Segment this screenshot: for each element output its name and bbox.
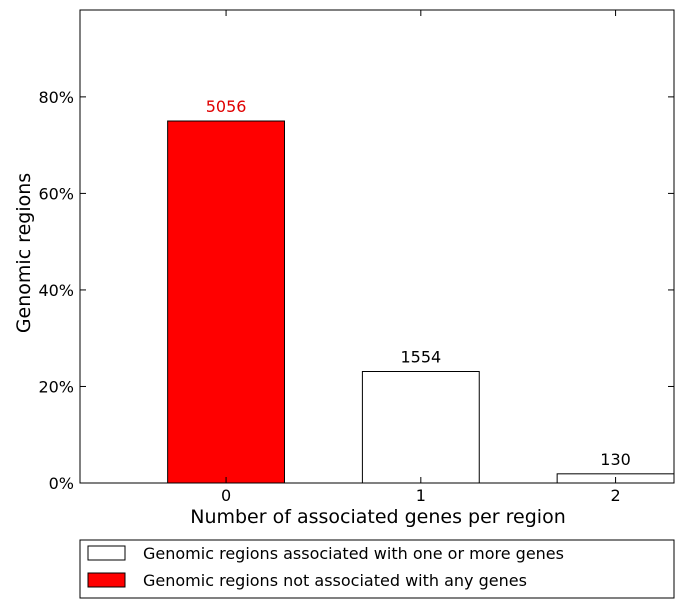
x-axis-ticks: 0 1 2 (221, 10, 621, 505)
plot-frame (79, 9, 675, 484)
legend-label-associated: Genomic regions associated with one or m… (143, 544, 564, 563)
legend: Genomic regions associated with one or m… (79, 539, 675, 599)
y-tick-label: 0% (49, 474, 74, 493)
legend-box (79, 539, 675, 599)
bar-value-labels: 5056 1554 130 (206, 97, 631, 469)
y-axis-ticks: 0% 20% 40% 60% 80% (38, 88, 674, 493)
y-tick-label: 60% (38, 184, 74, 203)
bar-value-label-1: 1554 (400, 348, 441, 367)
legend-swatch-not-associated (87, 572, 126, 588)
x-tick-label: 1 (416, 486, 426, 505)
x-axis-title: Number of associated genes per region (190, 506, 566, 528)
bar-0 (167, 120, 285, 484)
x-tick-label: 0 (221, 486, 231, 505)
y-tick-label: 80% (38, 88, 74, 107)
bar-1 (361, 371, 480, 484)
y-tick-label: 40% (38, 281, 74, 300)
legend-label-not-associated: Genomic regions not associated with any … (143, 571, 527, 590)
legend-swatch-associated (87, 545, 126, 561)
bar-value-label-2: 130 (600, 450, 631, 469)
x-tick-label: 2 (610, 486, 620, 505)
bar-value-label-0: 5056 (206, 97, 247, 116)
y-tick-label: 20% (38, 377, 74, 396)
y-axis-title: Genomic regions (13, 173, 35, 333)
